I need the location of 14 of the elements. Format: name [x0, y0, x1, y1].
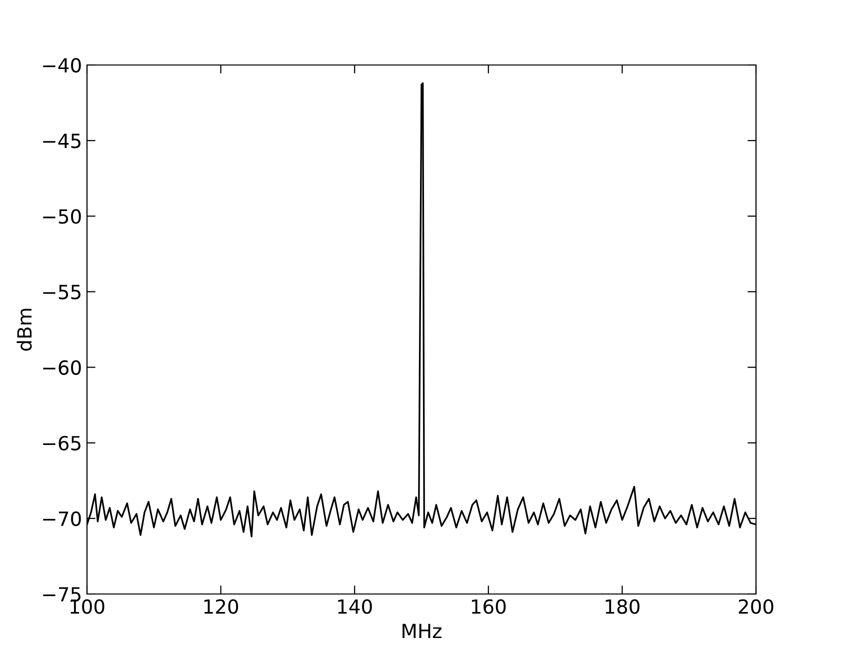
x-tick-label: 120 [204, 599, 238, 614]
y-tick-label: −45 [43, 134, 80, 148]
y-tick-label: −40 [43, 58, 81, 73]
x-tick-label: 160 [472, 599, 506, 614]
x-tick-label: 200 [738, 599, 774, 614]
y-tick-label: −65 [43, 436, 80, 451]
y-axis-title: dBm [16, 308, 32, 351]
y-tick-label: −50 [43, 209, 81, 224]
x-tick-label: 140 [338, 599, 372, 614]
x-tick-label: 180 [606, 599, 640, 614]
x-axis-title: MHz [402, 624, 442, 638]
y-tick-label: −55 [43, 284, 80, 300]
y-tick-label: −60 [43, 360, 81, 375]
y-tick-label: −70 [43, 511, 81, 526]
